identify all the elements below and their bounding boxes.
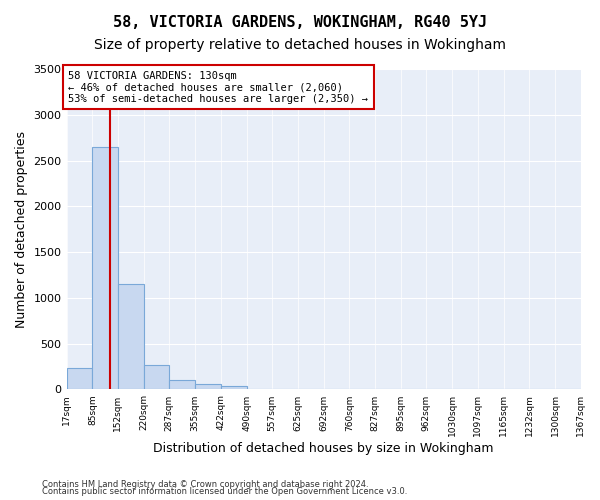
Bar [169,380,195,390]
X-axis label: Distribution of detached houses by size in Wokingham: Distribution of detached houses by size … [153,442,494,455]
Text: Size of property relative to detached houses in Wokingham: Size of property relative to detached ho… [94,38,506,52]
Bar [144,364,169,390]
Text: 58 VICTORIA GARDENS: 130sqm
← 46% of detached houses are smaller (2,060)
53% of : 58 VICTORIA GARDENS: 130sqm ← 46% of det… [68,70,368,104]
Bar [67,368,92,390]
Text: Contains HM Land Registry data © Crown copyright and database right 2024.: Contains HM Land Registry data © Crown c… [42,480,368,489]
Bar [195,384,221,390]
Bar [221,386,247,390]
Text: Contains public sector information licensed under the Open Government Licence v3: Contains public sector information licen… [42,487,407,496]
Y-axis label: Number of detached properties: Number of detached properties [15,130,28,328]
Bar [118,284,144,390]
Bar [92,147,118,390]
Text: 58, VICTORIA GARDENS, WOKINGHAM, RG40 5YJ: 58, VICTORIA GARDENS, WOKINGHAM, RG40 5Y… [113,15,487,30]
